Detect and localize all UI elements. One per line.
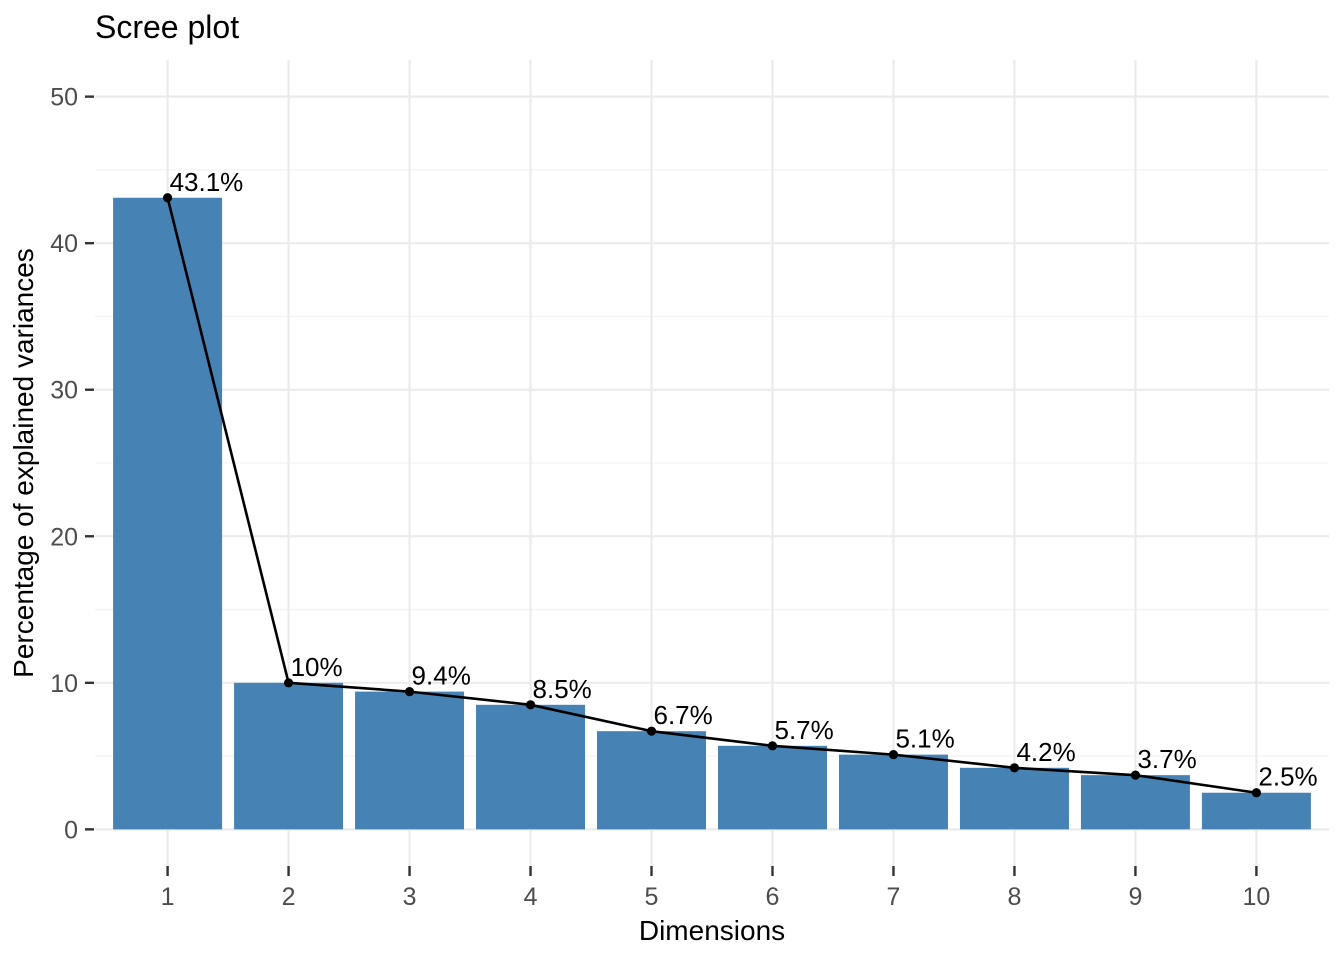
point-label: 8.5%: [533, 674, 592, 704]
x-tick-label: 6: [766, 883, 780, 911]
point-label: 4.2%: [1016, 737, 1075, 767]
point-label: 43.1%: [170, 167, 244, 197]
bar: [597, 731, 707, 830]
data-point: [404, 687, 415, 697]
y-tick-label: 0: [64, 816, 78, 844]
x-tick-label: 7: [887, 883, 901, 911]
x-tick-label: 4: [524, 883, 538, 911]
x-axis-title: Dimensions: [638, 915, 786, 946]
point-label: 9.4%: [412, 661, 471, 691]
point-label: 5.1%: [895, 724, 954, 754]
y-tick-label: 30: [50, 377, 78, 405]
y-tick-label: 40: [50, 230, 78, 258]
y-tick-label: 20: [50, 523, 78, 551]
y-axis-title: Percentage of explained variances: [8, 248, 39, 678]
bar: [355, 691, 465, 830]
x-tick-label: 1: [161, 883, 175, 911]
data-point: [646, 726, 657, 736]
bar: [838, 754, 948, 830]
bar: [476, 704, 586, 830]
data-point: [767, 741, 778, 751]
point-label: 10%: [291, 652, 343, 682]
point-label: 2.5%: [1258, 762, 1317, 792]
y-tick-label: 50: [50, 84, 78, 112]
bar: [113, 197, 223, 830]
x-tick-label: 9: [1128, 883, 1142, 911]
data-point: [162, 193, 173, 203]
y-tick-label: 10: [50, 670, 78, 698]
bar: [959, 767, 1069, 830]
bar: [234, 682, 344, 830]
data-point: [1009, 763, 1020, 773]
bar: [717, 745, 827, 830]
chart-title: Scree plot: [95, 9, 240, 45]
point-label: 5.7%: [774, 715, 833, 745]
point-label: 6.7%: [654, 700, 713, 730]
data-point: [1251, 788, 1262, 798]
x-tick-label: 5: [645, 883, 659, 911]
data-point: [283, 678, 294, 688]
x-tick-label: 8: [1007, 883, 1021, 911]
x-tick-label: 2: [282, 883, 296, 911]
bar: [1080, 775, 1190, 830]
data-point: [525, 700, 536, 710]
data-point: [888, 750, 899, 760]
x-tick-label: 3: [403, 883, 417, 911]
x-tick-label: 10: [1243, 883, 1271, 911]
scree-line: [166, 197, 1257, 795]
bar: [1201, 792, 1311, 830]
data-point: [1130, 770, 1141, 780]
point-label: 3.7%: [1137, 744, 1196, 774]
